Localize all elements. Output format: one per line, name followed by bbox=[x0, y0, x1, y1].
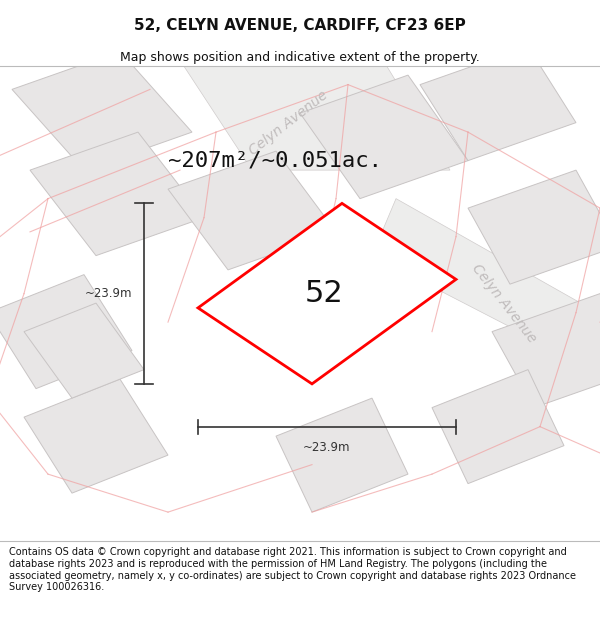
Text: ~207m²/~0.051ac.: ~207m²/~0.051ac. bbox=[168, 151, 382, 171]
Text: Celyn Avenue: Celyn Avenue bbox=[246, 88, 330, 158]
Polygon shape bbox=[24, 303, 144, 398]
Polygon shape bbox=[168, 151, 336, 270]
Polygon shape bbox=[492, 294, 600, 408]
Text: ~23.9m: ~23.9m bbox=[303, 441, 351, 454]
Polygon shape bbox=[198, 203, 456, 384]
Polygon shape bbox=[468, 170, 600, 284]
Text: 52, CELYN AVENUE, CARDIFF, CF23 6EP: 52, CELYN AVENUE, CARDIFF, CF23 6EP bbox=[134, 18, 466, 33]
Text: Celyn Avenue: Celyn Avenue bbox=[469, 261, 539, 345]
Polygon shape bbox=[300, 75, 468, 199]
Polygon shape bbox=[276, 398, 408, 512]
Text: Contains OS data © Crown copyright and database right 2021. This information is : Contains OS data © Crown copyright and d… bbox=[9, 548, 576, 592]
Polygon shape bbox=[420, 47, 576, 161]
Polygon shape bbox=[12, 51, 192, 170]
Polygon shape bbox=[30, 132, 204, 256]
Text: ~23.9m: ~23.9m bbox=[85, 287, 132, 300]
Text: 52: 52 bbox=[305, 279, 343, 308]
Polygon shape bbox=[432, 369, 564, 484]
Polygon shape bbox=[372, 199, 600, 398]
Polygon shape bbox=[24, 379, 168, 493]
Polygon shape bbox=[0, 274, 132, 389]
Polygon shape bbox=[168, 42, 450, 170]
Text: Map shows position and indicative extent of the property.: Map shows position and indicative extent… bbox=[120, 51, 480, 64]
